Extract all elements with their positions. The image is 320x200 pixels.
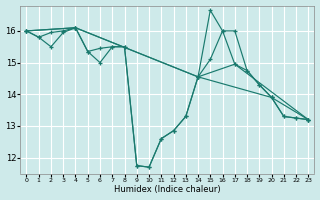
X-axis label: Humidex (Indice chaleur): Humidex (Indice chaleur) (114, 185, 221, 194)
